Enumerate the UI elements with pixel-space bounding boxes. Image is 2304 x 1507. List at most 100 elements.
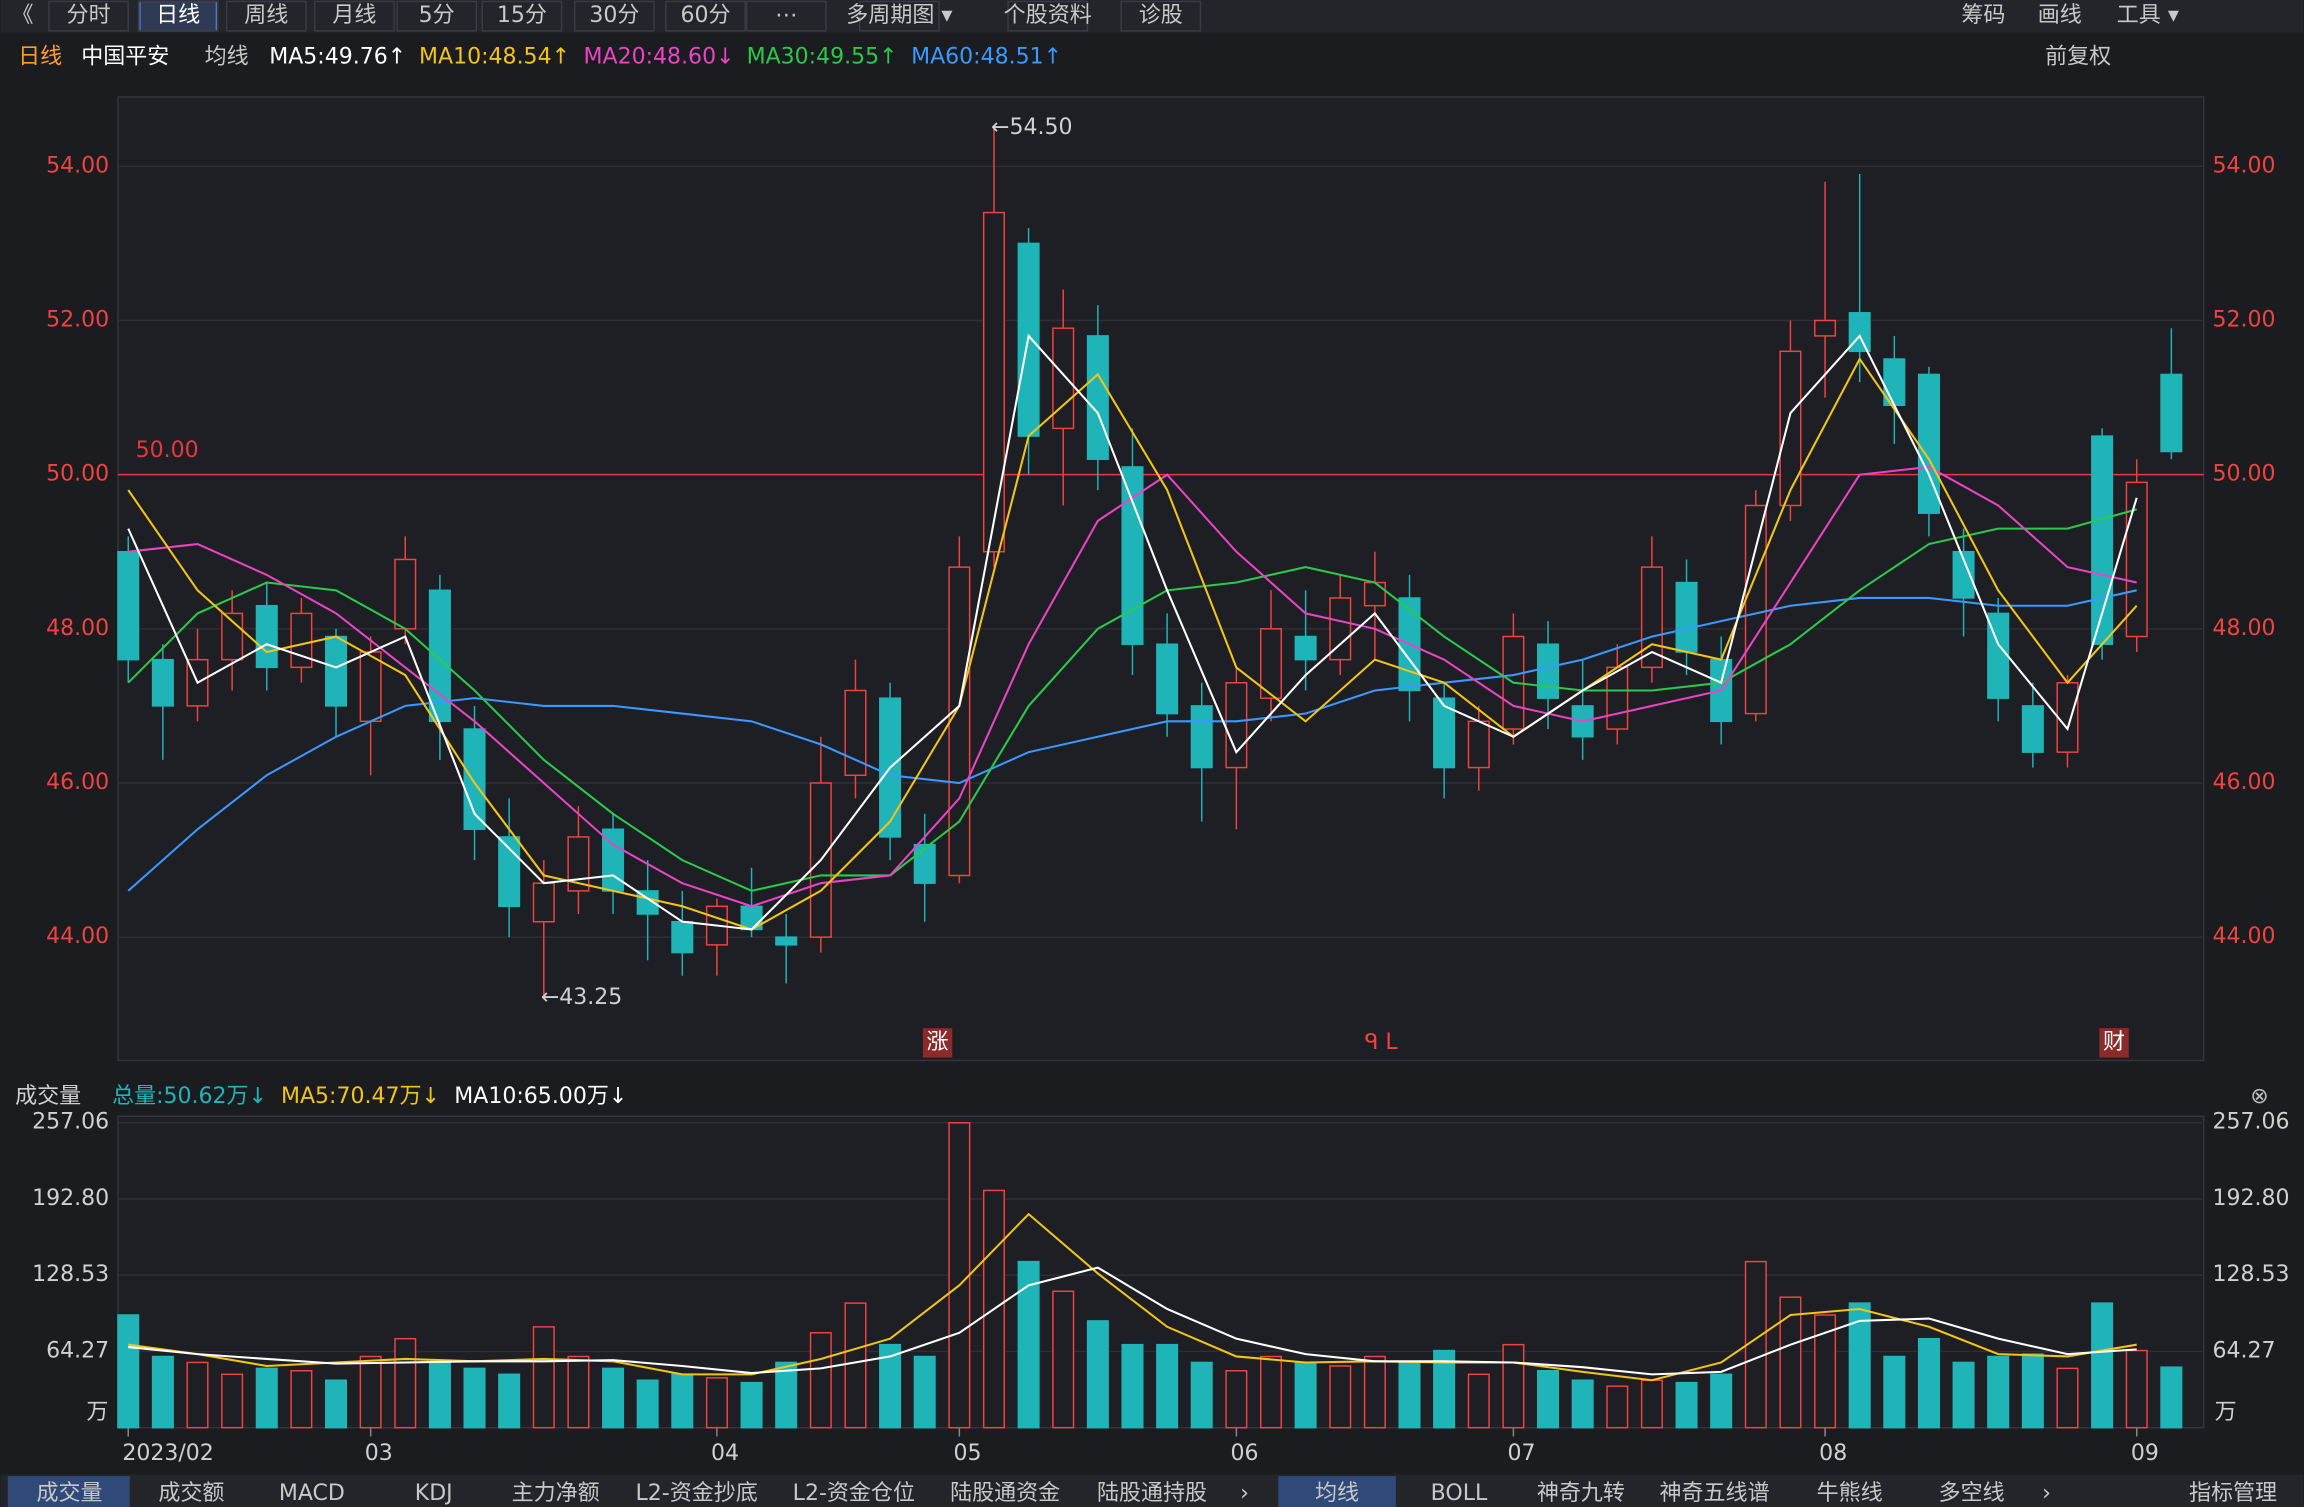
volume-bar	[879, 1343, 902, 1429]
x-tick-label: 08	[1819, 1441, 1847, 1466]
toolbar-button[interactable]: 15分	[497, 3, 547, 28]
bottom-tab[interactable]: 指标管理	[2189, 1481, 2277, 1506]
toolbar-button[interactable]: 周线	[244, 3, 288, 28]
bottom-tab[interactable]: 陆股通持股	[1097, 1481, 1207, 1506]
volume-bar	[186, 1361, 209, 1429]
candle-body	[1952, 550, 1975, 599]
extreme-annotation: ←43.25	[541, 985, 622, 1010]
candle-body	[255, 604, 278, 669]
bottom-tab[interactable]: 多空线	[1939, 1481, 2005, 1506]
candle-body	[982, 211, 1005, 553]
adjust-mode[interactable]: 前复权	[2045, 44, 2111, 69]
y-tick-label: 192.80	[32, 1186, 109, 1211]
volume-bar	[428, 1361, 451, 1429]
volume-bar	[1329, 1365, 1352, 1429]
candle-body	[2160, 373, 2183, 453]
toolbar-button[interactable]: 《	[11, 3, 33, 28]
toolbar-button[interactable]: 诊股	[1139, 3, 1183, 28]
y-tick-label-right: 46.00	[2212, 770, 2275, 795]
stock-name: 中国平安	[81, 44, 169, 69]
volume-bar	[567, 1355, 590, 1429]
volume-bar	[602, 1367, 625, 1429]
toolbar-button[interactable]: 筹码	[1961, 3, 2005, 28]
toolbar-button[interactable]: 5分	[419, 3, 455, 28]
tab-border	[314, 0, 395, 32]
close-icon[interactable]: ⊗	[2250, 1084, 2268, 1109]
toolbar-button[interactable]: 60分	[680, 3, 730, 28]
candle-body	[844, 689, 867, 777]
y-tick-label-right: 257.06	[2212, 1110, 2289, 1135]
toolbar-button[interactable]: 个股资料	[1004, 3, 1092, 28]
volume-bar	[913, 1355, 936, 1429]
bottom-tab[interactable]: KDJ	[415, 1481, 453, 1506]
volume-bar	[1294, 1361, 1317, 1429]
volume-bar	[1433, 1349, 1456, 1429]
candle-body	[2125, 481, 2148, 638]
candle-body	[671, 920, 694, 954]
toolbar-button[interactable]: 画线	[2038, 3, 2082, 28]
y-tick-label-right: 48.00	[2212, 616, 2275, 641]
event-marker[interactable]: 财	[2103, 1030, 2125, 1055]
volume-legend: 总量:50.62万↓	[112, 1084, 267, 1109]
bottom-tab[interactable]: BOLL	[1431, 1481, 1488, 1506]
volume-bar	[1502, 1343, 1525, 1429]
volume-bar	[1883, 1355, 1906, 1429]
bottom-tab[interactable]: 成交量	[36, 1481, 102, 1506]
volume-bar	[1259, 1355, 1283, 1429]
volume-bar	[1987, 1355, 2010, 1429]
volume-legend: MA5:70.47万↓	[281, 1084, 440, 1109]
bottom-tab[interactable]: 牛熊线	[1817, 1481, 1883, 1506]
candle-body	[1329, 597, 1352, 661]
bottom-tab[interactable]: 神奇九转	[1537, 1481, 1625, 1506]
volume-bar	[1086, 1320, 1109, 1429]
candle-body	[2056, 682, 2079, 753]
bottom-tab[interactable]: 陆股通资金	[950, 1481, 1060, 1506]
tab-border	[137, 0, 219, 32]
volume-bar	[359, 1355, 382, 1429]
extreme-annotation: ←54.50	[991, 115, 1072, 140]
tab-border	[481, 0, 563, 32]
y-tick-label-right: 52.00	[2212, 307, 2275, 332]
event-marker[interactable]: 涨	[927, 1030, 949, 1055]
ma-value: MA10:48.54↑	[419, 44, 570, 69]
bottom-tab[interactable]: L2-资金抄底	[636, 1481, 758, 1506]
reference-label: 50.00	[136, 438, 199, 463]
unit-label-right: 万	[2215, 1400, 2237, 1425]
toolbar-button[interactable]: ⋯	[775, 3, 797, 28]
x-tick-label: 06	[1230, 1441, 1258, 1466]
candle-body	[151, 658, 174, 707]
candle-body	[1294, 635, 1317, 661]
toolbar-button[interactable]: 日线	[156, 3, 200, 28]
bottom-tab[interactable]: L2-资金仓位	[793, 1481, 915, 1506]
volume-ma-line	[128, 1266, 2137, 1376]
candle-body	[1537, 643, 1560, 699]
candle-body	[567, 836, 590, 892]
bottom-tab[interactable]: 神奇五线谱	[1660, 1481, 1770, 1506]
bottom-tab[interactable]: 均线	[1315, 1481, 1359, 1506]
y-tick-label-right: 64.27	[2212, 1338, 2275, 1363]
ma-line	[127, 589, 2137, 892]
candle-body	[1156, 643, 1179, 715]
toolbar-button[interactable]: 多周期图 ▾	[846, 3, 952, 28]
bottom-tab[interactable]: 成交额	[158, 1481, 224, 1506]
bottom-tab[interactable]: 主力净额	[512, 1481, 600, 1506]
toolbar-button[interactable]: 工具 ▾	[2117, 3, 2179, 28]
y-tick-label-right: 128.53	[2212, 1262, 2289, 1287]
tab-selected	[7, 1476, 130, 1507]
candle-body	[1744, 504, 1767, 715]
event-marker[interactable]: ᑫ L	[1365, 1030, 1399, 1055]
candle-body	[359, 651, 382, 723]
volume-bar	[705, 1377, 728, 1429]
bottom-tab[interactable]: MACD	[279, 1481, 345, 1506]
volume-bar	[463, 1367, 486, 1429]
toolbar-button[interactable]: 30分	[589, 3, 639, 28]
bottom-tab[interactable]: ›	[1240, 1481, 1249, 1506]
candle-body	[1363, 581, 1386, 607]
volume-bar	[2160, 1366, 2183, 1429]
x-tick-label: 07	[1508, 1441, 1536, 1466]
toolbar-button[interactable]: 月线	[332, 3, 376, 28]
bottom-tab[interactable]: ›	[2042, 1481, 2051, 1506]
toolbar-button[interactable]: 分时	[67, 3, 111, 28]
period: 日线	[18, 44, 62, 69]
